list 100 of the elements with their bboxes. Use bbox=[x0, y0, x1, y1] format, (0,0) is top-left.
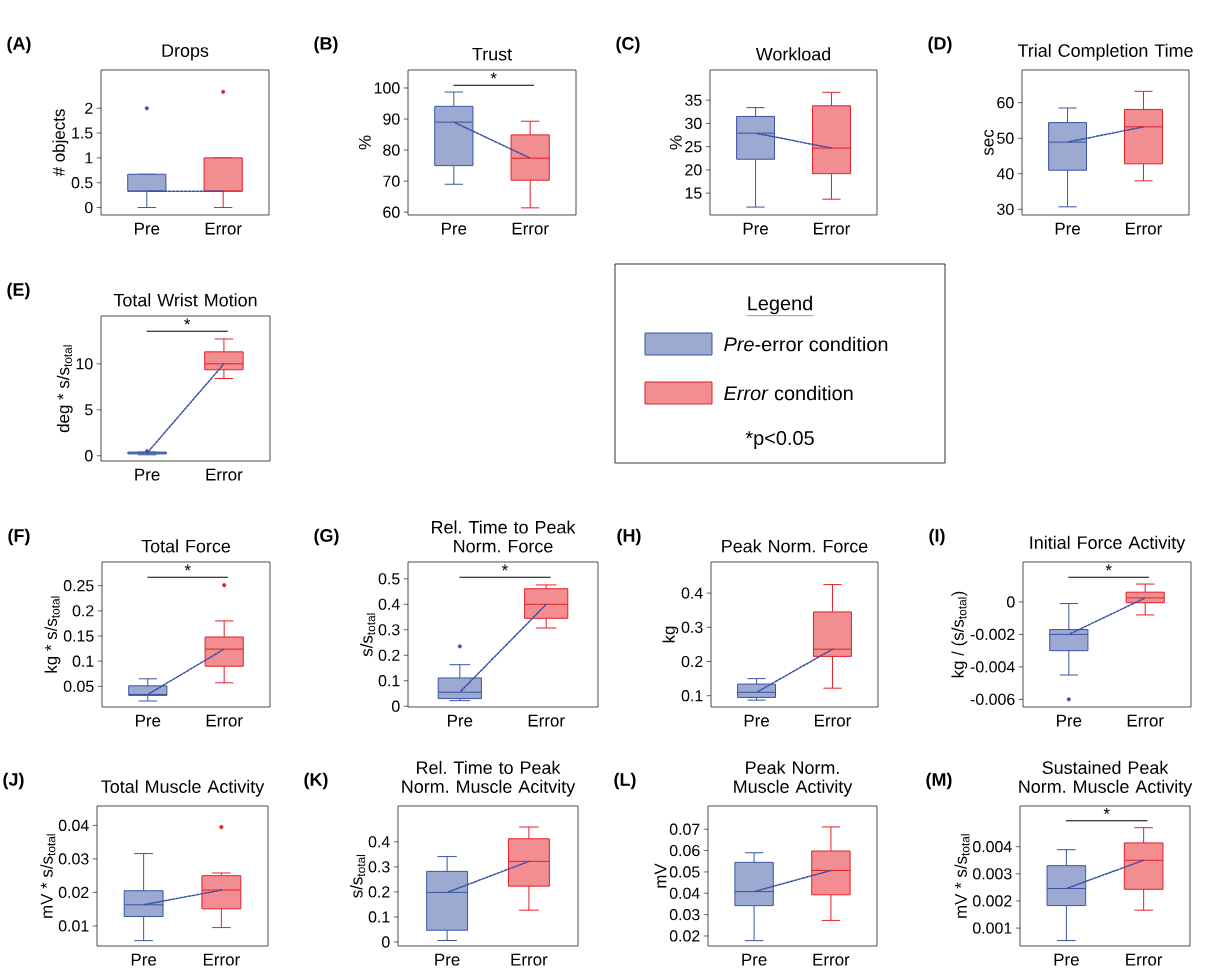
y-axis-title: kg bbox=[662, 626, 679, 643]
chart-title: Workload bbox=[755, 47, 831, 61]
y-tick-label: 40 bbox=[996, 168, 1014, 180]
y-tick-label: 0.06 bbox=[669, 844, 700, 857]
y-axis-title: mV * s/s$_{total}$ bbox=[954, 834, 970, 918]
y-axis-title: sec bbox=[984, 129, 994, 156]
text: *p<0.05 bbox=[745, 430, 814, 450]
y-tick-label: 50 bbox=[997, 132, 1014, 144]
y-axis-title: mV * s/s$_{total}$ bbox=[40, 834, 56, 918]
text: (H) bbox=[617, 528, 641, 546]
legend-label: Pre-error condition bbox=[724, 336, 888, 352]
y-tick-label: 0.5 bbox=[378, 573, 400, 585]
y-tick-label: 0.3 bbox=[368, 861, 390, 873]
y-tick-label: 35 bbox=[685, 94, 702, 106]
chart-title: Rel. Time to Peak Norm. Muscle Acitvity bbox=[402, 760, 576, 797]
text: (J) bbox=[3, 772, 24, 790]
x-tick-label: Pre bbox=[442, 222, 467, 235]
annotation: * bbox=[490, 72, 497, 79]
y-tick-label: 0.25 bbox=[63, 580, 94, 592]
y-tick-label: 0.3 bbox=[378, 624, 400, 636]
x-tick-label: Pre bbox=[448, 714, 473, 727]
y-tick-label: 0.2 bbox=[368, 886, 390, 898]
y-tick-label: 0.07 bbox=[669, 823, 700, 835]
y-tick-label: 0.4 bbox=[681, 587, 703, 599]
y-tick-label: 20 bbox=[685, 164, 702, 176]
x-tick-label: Error bbox=[205, 222, 242, 235]
y-tick-label: 100 bbox=[374, 82, 400, 94]
chart-title: Peak Norm. Muscle Activity bbox=[734, 760, 853, 797]
annotation: * bbox=[1105, 564, 1112, 571]
y-tick-label: -0.004 bbox=[970, 661, 1015, 673]
y-tick-label: 15 bbox=[685, 187, 702, 199]
y-tick-label: 0.2 bbox=[72, 605, 94, 617]
y-axis-title: mV bbox=[654, 863, 667, 888]
x-tick-label: Pre bbox=[743, 222, 768, 235]
y-tick-label: 0.1 bbox=[368, 911, 390, 923]
text: (C) bbox=[616, 36, 640, 54]
y-tick-label: 0.3 bbox=[681, 621, 703, 633]
y-tick-label: 0.2 bbox=[681, 655, 703, 668]
y-tick-label: 0 bbox=[1007, 596, 1015, 608]
x-tick-label: Error bbox=[1126, 953, 1163, 966]
x-tick-label: Pre bbox=[135, 468, 160, 481]
y-tick-label: 0.05 bbox=[63, 680, 94, 692]
annotation: * bbox=[501, 564, 508, 571]
y-tick-label: 0.1 bbox=[72, 655, 94, 667]
y-tick-label: 10 bbox=[76, 358, 93, 370]
x-tick-label: Error bbox=[814, 222, 850, 235]
text: (K) bbox=[304, 772, 328, 790]
y-axis-title: # objects bbox=[52, 109, 69, 177]
x-tick-label: Pre bbox=[742, 953, 767, 966]
y-tick-label: 0.004 bbox=[972, 841, 1012, 853]
y-tick-label: 30 bbox=[685, 117, 702, 130]
text: (F) bbox=[8, 528, 30, 546]
x-tick-label: Pre bbox=[435, 953, 460, 966]
x-tick-label: Pre bbox=[131, 953, 157, 966]
x-tick-label: Pre bbox=[1057, 714, 1082, 727]
y-tick-label: 30 bbox=[997, 203, 1014, 215]
y-tick-label: 0.4 bbox=[368, 836, 390, 848]
x-tick-label: Error bbox=[1126, 222, 1162, 235]
y-tick-label: 0.04 bbox=[669, 887, 700, 899]
y-tick-label: 90 bbox=[383, 113, 400, 125]
x-tick-label: Pre bbox=[1055, 222, 1080, 235]
x-tick-label: Pre bbox=[135, 222, 160, 235]
y-tick-label: -0.002 bbox=[970, 628, 1015, 641]
y-axis-title: deg * s/s$_{total}$ bbox=[56, 345, 73, 433]
y-axis-title: s/s$_{total}$ bbox=[350, 855, 366, 898]
text: (L) bbox=[614, 772, 636, 790]
text: (B) bbox=[314, 36, 338, 54]
y-tick-label: 0.002 bbox=[972, 895, 1012, 907]
x-tick-label: Error bbox=[512, 222, 549, 235]
y-tick-label: 1.5 bbox=[72, 127, 93, 139]
y-tick-label: 0.03 bbox=[669, 908, 700, 921]
y-tick-label: 2 bbox=[85, 102, 93, 114]
x-tick-label: Error bbox=[206, 714, 243, 727]
y-tick-label: 0 bbox=[84, 450, 93, 462]
text: (A) bbox=[7, 36, 31, 54]
y-tick-label: 0.4 bbox=[378, 598, 400, 610]
x-tick-label: Pre bbox=[1054, 953, 1079, 966]
annotation: * bbox=[184, 318, 191, 325]
text: (E) bbox=[7, 282, 30, 300]
y-tick-label: 80 bbox=[383, 144, 400, 156]
y-tick-label: 0.03 bbox=[58, 853, 89, 865]
y-tick-label: 0.04 bbox=[58, 819, 89, 832]
x-tick-label: Error bbox=[203, 953, 240, 966]
chart-title: Total Muscle Activity bbox=[101, 779, 265, 797]
y-axis-title: kg / (s/s$_{total}$) bbox=[951, 591, 968, 678]
text: (I) bbox=[929, 528, 945, 546]
chart-title: Rel. Time to Peak Norm. Force bbox=[432, 520, 576, 553]
chart-title: Drops bbox=[162, 44, 209, 61]
x-tick-label: Error bbox=[206, 468, 243, 481]
chart-title: Sustained Peak Norm. Muscle Activity bbox=[1019, 760, 1193, 797]
y-tick-label: 0.02 bbox=[669, 930, 700, 942]
y-tick-label: 0.2 bbox=[378, 649, 400, 661]
x-tick-label: Error bbox=[813, 953, 850, 966]
y-tick-label: 5 bbox=[85, 404, 93, 416]
chart-title: Total Force bbox=[141, 539, 231, 553]
y-tick-label: 0.05 bbox=[669, 866, 700, 878]
x-tick-label: Pre bbox=[744, 714, 769, 727]
y-axis-title: s/s$_{total}$ bbox=[360, 613, 376, 657]
y-tick-label: 0.01 bbox=[58, 920, 89, 932]
y-axis-title: % bbox=[358, 135, 371, 150]
